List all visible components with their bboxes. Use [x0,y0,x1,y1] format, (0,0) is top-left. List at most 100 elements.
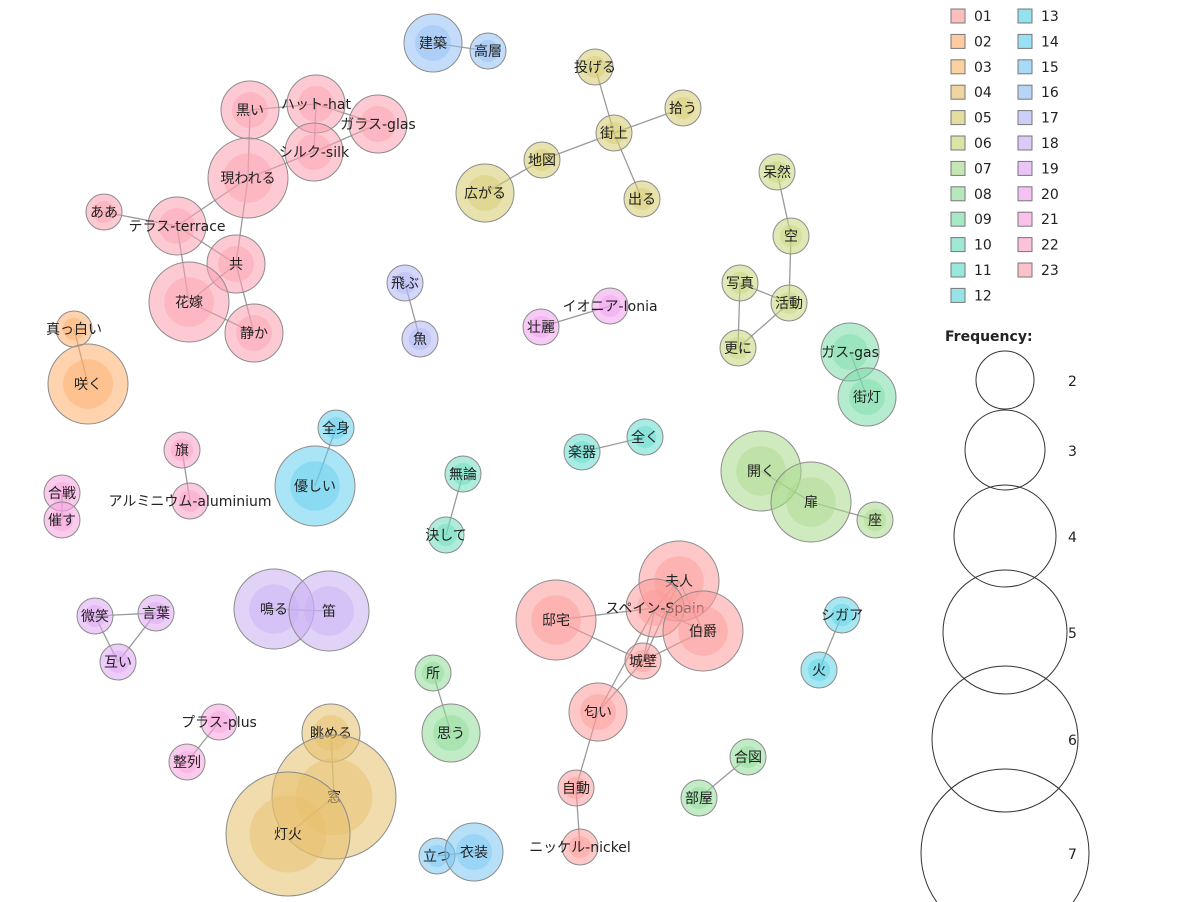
node-sarani[interactable]: 更に [719,329,757,367]
node-bubble[interactable] [591,287,629,325]
node-machigami[interactable]: 街上 [595,114,633,152]
node-shashin[interactable]: 写真 [721,264,759,302]
node-muron[interactable]: 無論 [444,455,482,493]
node-bubble[interactable] [148,261,230,343]
node-bubble[interactable] [522,308,560,346]
node-bubble[interactable] [719,329,757,367]
node-bubble[interactable] [401,320,439,358]
node-hirou[interactable]: 拾う [664,89,702,127]
node-bubble[interactable] [403,13,463,73]
node-bubble[interactable] [770,461,852,543]
node-hirogaru[interactable]: 広がる [455,163,515,223]
node-bubble[interactable] [563,433,601,471]
node-bubble[interactable] [274,445,356,527]
node-bubble[interactable] [444,455,482,493]
node-bubble[interactable] [623,180,661,218]
node-bubble[interactable] [624,642,662,680]
node-joheki[interactable]: 城壁 [624,642,662,680]
node-bubble[interactable] [137,594,175,632]
node-bubble[interactable] [664,89,702,127]
node-teitaku[interactable]: 邸宅 [515,579,597,661]
node-heya[interactable]: 部屋 [680,779,718,817]
node-bubble[interactable] [147,196,207,256]
node-hanayome[interactable]: 花嫁 [148,261,230,343]
node-seiretsu[interactable]: 整列 [168,743,206,781]
node-bubble[interactable] [772,217,810,255]
node-bubble[interactable] [455,163,515,223]
node-bubble[interactable] [99,643,137,681]
node-omou[interactable]: 思う [421,703,481,763]
node-aluminium[interactable]: アルミニウム-aluminium [108,482,272,520]
node-za[interactable]: 座 [856,501,894,539]
node-katsudo[interactable]: 活動 [770,284,808,322]
node-sora[interactable]: 空 [772,217,810,255]
node-hakushaku[interactable]: 伯爵 [662,590,744,672]
node-bubble[interactable] [288,570,370,652]
node-kenchiku[interactable]: 建築 [403,13,463,73]
node-bubble[interactable] [515,579,597,661]
node-sakana[interactable]: 魚 [401,320,439,358]
node-moyosu[interactable]: 催す [43,501,81,539]
node-bubble[interactable] [171,482,209,520]
node-aizu[interactable]: 合図 [729,738,767,776]
node-yasashii[interactable]: 優しい [274,445,356,527]
node-gakki[interactable]: 楽器 [563,433,601,471]
node-bubble[interactable] [386,264,424,302]
node-bubble[interactable] [837,367,897,427]
node-ionia[interactable]: イオニア-Ionia [562,287,658,325]
node-nioi[interactable]: 匂い [568,682,628,742]
node-bubble[interactable] [721,264,759,302]
node-bubble[interactable] [770,284,808,322]
node-tagai[interactable]: 互い [99,643,137,681]
node-zenshin[interactable]: 全身 [317,409,355,447]
node-cigar[interactable]: シガア [821,596,863,634]
node-bubble[interactable] [421,703,481,763]
node-kassen[interactable]: 合戦 [43,474,81,512]
node-bubble[interactable] [444,822,504,882]
node-bubble[interactable] [800,651,838,689]
node-bubble[interactable] [758,153,796,191]
node-bubble[interactable] [348,94,408,154]
node-kesshite[interactable]: 決して [425,516,467,554]
node-bubble[interactable] [47,343,129,425]
node-tokoro[interactable]: 所 [414,654,452,692]
node-aa[interactable]: ああ [85,193,123,231]
node-nickel[interactable]: ニッケル-nickel [529,828,631,866]
node-bisho[interactable]: 微笑 [76,597,114,635]
node-arawareru[interactable]: 現われる [207,137,289,219]
node-tobu[interactable]: 飛ぶ [386,264,424,302]
node-glass[interactable]: ガラス-glas [340,94,416,154]
node-gas[interactable]: ガス-gas [820,322,880,382]
node-chizu[interactable]: 地図 [523,141,561,179]
node-bubble[interactable] [568,682,628,742]
node-bubble[interactable] [595,114,633,152]
node-bubble[interactable] [85,193,123,231]
node-sorei[interactable]: 壮麗 [522,308,560,346]
node-plus[interactable]: プラス-plus [181,703,257,741]
node-kuroi[interactable]: 黒い [220,80,280,140]
node-bubble[interactable] [729,738,767,776]
node-bozen[interactable]: 呆然 [758,153,796,191]
node-tobira[interactable]: 扉 [770,461,852,543]
node-bubble[interactable] [317,409,355,447]
node-jido[interactable]: 自動 [557,769,595,807]
node-bubble[interactable] [557,769,595,807]
node-bubble[interactable] [523,141,561,179]
node-shizuka[interactable]: 静か [224,303,284,363]
node-bubble[interactable] [561,828,599,866]
node-deru[interactable]: 出る [623,180,661,218]
node-bubble[interactable] [856,501,894,539]
node-mattaku[interactable]: 全く [626,418,664,456]
node-silk[interactable]: シルク-silk [279,122,350,182]
node-gaito[interactable]: 街灯 [837,367,897,427]
node-bubble[interactable] [163,431,201,469]
node-bubble[interactable] [662,590,744,672]
node-saku[interactable]: 咲く [47,343,129,425]
node-fue[interactable]: 笛 [288,570,370,652]
node-kouso[interactable]: 高層 [469,32,507,70]
node-bubble[interactable] [576,48,614,86]
node-hat[interactable]: ハット-hat [281,74,352,134]
node-bubble[interactable] [76,597,114,635]
node-bubble[interactable] [168,743,206,781]
node-bubble[interactable] [626,418,664,456]
